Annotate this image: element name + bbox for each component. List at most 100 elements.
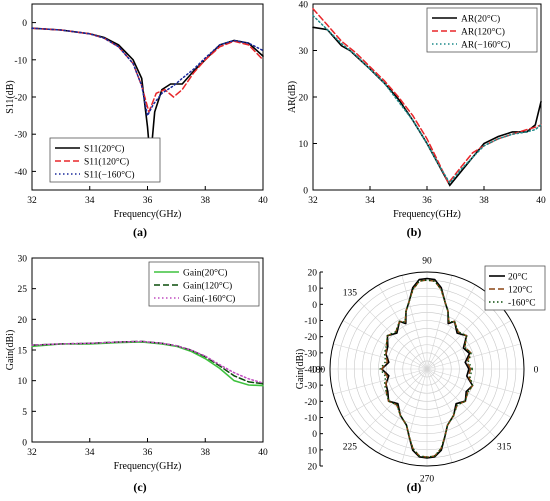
- radial-tick-label: -10: [304, 317, 317, 327]
- x-tick-label: 40: [536, 196, 546, 206]
- radial-tick-label: -10: [304, 414, 317, 424]
- series-line: [31, 340, 264, 384]
- x-tick-label: 38: [201, 196, 211, 206]
- x-tick-label: 36: [143, 196, 153, 206]
- polar-grid-spoke: [378, 368, 428, 454]
- x-axis-label: Frequency(GHz): [114, 209, 182, 220]
- x-tick-label: 38: [479, 196, 489, 206]
- x-tick-label: 40: [258, 448, 268, 458]
- y-tick-label: 5: [22, 408, 27, 418]
- x-tick-label: 38: [201, 448, 211, 458]
- x-tick-label: 32: [27, 448, 37, 458]
- series-line: [31, 340, 264, 385]
- legend-label: Gain(-160°C): [183, 294, 235, 305]
- legend-label: S11(120°C): [84, 157, 129, 168]
- radial-tick-label: 10: [308, 285, 318, 295]
- panel-d: 04590135180225270315-40-30-30-20-20-10-1…: [295, 257, 546, 494]
- legend-label: -160°C: [508, 298, 536, 309]
- polar-grid-spoke: [426, 275, 453, 370]
- polar-grid-spoke: [426, 368, 512, 418]
- polar-grid-spoke: [333, 343, 428, 370]
- panel-c: 32 34 36 38 40 0 5 10 15 20 25 30 Frequency(GHz) Gain…: [5, 255, 268, 495]
- polar-grid-spoke: [426, 368, 521, 395]
- polar-grid-spoke: [342, 368, 428, 418]
- polar-grid-spoke: [426, 368, 453, 463]
- legend-label: AR(−160°C): [461, 40, 510, 51]
- y-tick-label: 0: [303, 187, 308, 197]
- radial-tick-label: 0: [312, 430, 317, 440]
- radial-tick-label: 20: [308, 269, 318, 279]
- y-tick-label: -10: [14, 56, 27, 66]
- x-tick-label: 36: [143, 448, 153, 458]
- y-tick-label: 10: [18, 377, 28, 387]
- x-axis-label: Frequency(GHz): [393, 209, 461, 220]
- y-tick-label: 25: [18, 285, 28, 295]
- polar-grid-spoke: [378, 284, 428, 370]
- x-tick-label: 32: [27, 196, 37, 206]
- angle-label: 270: [420, 475, 435, 485]
- series-line: [31, 27, 264, 115]
- legend-label: S11(−160°C): [84, 170, 135, 181]
- x-tick-label: 34: [85, 448, 95, 458]
- panel-caption: (c): [133, 480, 146, 494]
- legend-label: S11(20°C): [84, 144, 124, 155]
- polar-grid-spoke: [401, 275, 428, 370]
- y-tick-label: 20: [299, 94, 309, 104]
- y-tick-label: -20: [14, 94, 27, 104]
- polar-grid-spoke: [342, 320, 428, 370]
- x-tick-label: 36: [422, 196, 432, 206]
- y-tick-label: 0: [22, 439, 27, 449]
- legend-label: Gain(120°C): [183, 281, 232, 292]
- panel-caption: (d): [407, 480, 422, 494]
- polar-grid-spoke: [426, 343, 521, 370]
- polar-grid-spoke: [426, 320, 512, 370]
- y-tick-label: -40: [14, 168, 27, 178]
- angle-label: 225: [343, 443, 358, 453]
- series-line: [31, 27, 264, 118]
- panel-caption: (a): [133, 225, 147, 239]
- y-tick-label: 0: [22, 19, 27, 29]
- panel-caption: (b): [407, 225, 422, 239]
- angle-label: 315: [497, 443, 512, 453]
- y-axis-label: S11(dB): [5, 80, 16, 114]
- legend-label: Gain(20°C): [183, 268, 227, 279]
- x-tick-label: 34: [365, 196, 375, 206]
- y-tick-label: 30: [18, 255, 28, 265]
- polar-grid-spoke: [426, 284, 476, 370]
- polar-grid-spoke: [333, 368, 428, 395]
- radial-tick-label: 10: [308, 446, 318, 456]
- legend-label: 120°C: [508, 285, 532, 296]
- series-line: [312, 14, 542, 185]
- x-tick-label: 34: [85, 196, 95, 206]
- radial-tick-label: -30: [304, 382, 317, 392]
- legend-label: AR(120°C): [461, 27, 505, 38]
- radial-tick-label: -20: [304, 398, 317, 408]
- legend-box: [426, 7, 538, 53]
- radial-tick-label: -40: [304, 366, 317, 376]
- radial-tick-label: 20: [308, 463, 318, 473]
- y-axis-label: Gain(dBi): [5, 330, 16, 371]
- y-tick-label: 15: [18, 347, 28, 357]
- x-axis-label: Frequency(GHz): [114, 461, 182, 472]
- legend-label: AR(20°C): [461, 14, 500, 25]
- legend-box: [484, 265, 546, 311]
- radial-tick-label: -30: [304, 349, 317, 359]
- radial-tick-label: -20: [304, 333, 317, 343]
- legend-label: 20°C: [508, 272, 528, 283]
- angle-label: 135: [343, 288, 358, 298]
- y-tick-label: 40: [299, 1, 309, 11]
- series-line: [31, 341, 264, 387]
- radial-tick-label: 0: [312, 301, 317, 311]
- y-tick-label: -30: [14, 131, 27, 141]
- polar-outer-circle: [329, 271, 525, 467]
- x-tick-label: 40: [258, 196, 268, 206]
- polar-grid-spoke: [426, 368, 476, 454]
- y-tick-label: 20: [18, 316, 28, 326]
- angle-label: 90: [422, 257, 432, 267]
- y-axis-label: AR(dB): [287, 81, 298, 113]
- y-tick-label: 30: [299, 47, 309, 57]
- panel-b: 32 34 36 38 40 0 10 20 30 40 Frequency(GHz) AR(dB) (…: [287, 1, 546, 240]
- angle-label: 0: [534, 366, 539, 376]
- angle-label: 180: [311, 366, 326, 376]
